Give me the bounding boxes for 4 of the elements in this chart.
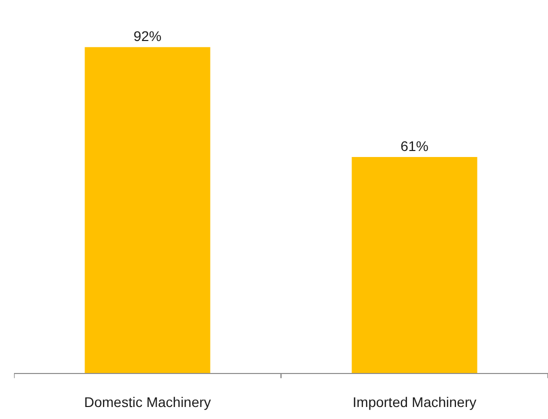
x-tick-label: Domestic Machinery <box>84 394 211 410</box>
x-tick-label: Imported Machinery <box>352 394 476 410</box>
data-label: 92% <box>133 28 162 44</box>
data-label: 61% <box>400 138 429 154</box>
